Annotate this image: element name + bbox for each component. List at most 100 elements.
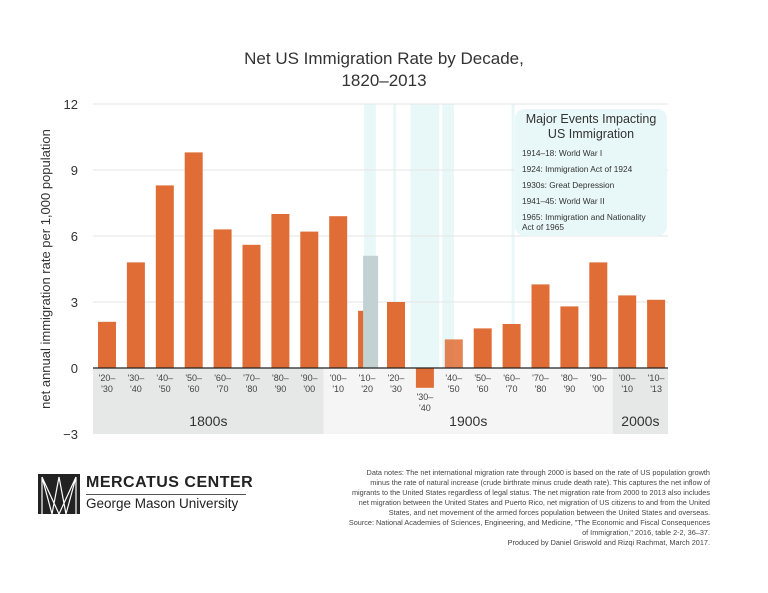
x-tick-label: '20–	[99, 373, 116, 383]
note-line: Data notes: The net international migrat…	[366, 468, 710, 477]
x-tick-label: '40–	[156, 373, 173, 383]
x-tick-label: '00	[303, 384, 315, 394]
x-tick-label: '90–	[301, 373, 318, 383]
x-tick-label: '10	[621, 384, 633, 394]
y-tick-label: 12	[64, 97, 78, 112]
x-tick-label: '10–	[359, 373, 376, 383]
x-tick-label: '20–	[388, 373, 405, 383]
y-tick-label: 0	[71, 361, 78, 376]
y-tick-label: 6	[71, 229, 78, 244]
x-tick-label: '70–	[532, 373, 549, 383]
bar	[155, 185, 174, 368]
x-tick-label: '70	[506, 384, 518, 394]
y-tick-label: −3	[63, 427, 78, 442]
bar	[473, 328, 492, 368]
bar	[444, 339, 463, 368]
bar	[98, 321, 116, 368]
x-tick-label: '30	[101, 384, 113, 394]
bar	[531, 284, 550, 368]
x-tick-label: '80–	[272, 373, 289, 383]
chart-title: Net US Immigration Rate by Decade, 1820–…	[0, 48, 768, 92]
century-label: 1900s	[449, 413, 487, 429]
bar	[126, 262, 145, 368]
logo-divider	[86, 494, 246, 495]
note-line: of Immigration," 2016, table 2-2, 36–37.	[582, 528, 710, 537]
bar	[213, 229, 232, 368]
note-line: net migration between the United States …	[358, 498, 710, 507]
bar	[300, 231, 319, 368]
x-tick-label: '50	[159, 384, 171, 394]
logo-mark-icon	[38, 474, 80, 514]
century-region	[323, 368, 613, 434]
legend-item: 1965: Immigration and Nationality Act of…	[522, 212, 646, 232]
century-label: 1800s	[189, 413, 227, 429]
note-line: minus the rate of natural increase (crud…	[370, 478, 710, 487]
legend-title: Major Events Impacting US Immigration	[515, 112, 667, 142]
highlight-bar	[363, 255, 379, 368]
bar	[329, 216, 348, 368]
x-tick-label: '80	[246, 384, 258, 394]
x-tick-label: '60–	[503, 373, 520, 383]
x-tick-label: '00–	[619, 373, 636, 383]
x-tick-label: '50	[448, 384, 460, 394]
x-tick-label: '40–	[445, 373, 462, 383]
chart-title-line: Net US Immigration Rate by Decade,	[244, 49, 524, 68]
x-tick-label: '60–	[214, 373, 231, 383]
bar	[560, 306, 579, 368]
legend-title-line: Major Events Impacting	[525, 112, 657, 126]
bar	[415, 368, 434, 388]
x-tick-label: '50–	[474, 373, 491, 383]
note-line: migrants to the United States regardless…	[351, 488, 710, 497]
bar	[502, 324, 521, 368]
chart-title-line: 1820–2013	[341, 71, 427, 90]
data-notes: Data notes: The net international migrat…	[280, 468, 710, 548]
logo-name: MERCATUS CENTER	[86, 474, 254, 491]
logo-subtitle: George Mason University	[86, 496, 239, 511]
x-tick-label: '60	[477, 384, 489, 394]
bar	[242, 244, 261, 368]
x-tick-label: '30–	[417, 392, 434, 402]
x-tick-label: '20	[361, 384, 373, 394]
x-tick-label: '30–	[128, 373, 145, 383]
bar	[647, 299, 666, 368]
y-tick-label: 9	[71, 163, 78, 178]
x-tick-label: '00–	[330, 373, 347, 383]
century-region	[612, 368, 668, 434]
x-tick-label: '10	[332, 384, 344, 394]
note-line: States, and net movement of the armed fo…	[388, 508, 710, 517]
bar	[589, 262, 608, 368]
x-tick-label: '80–	[561, 373, 578, 383]
legend-item: 1930s: Great Depression	[522, 180, 615, 190]
events-legend: Major Events Impacting US Immigration 19…	[515, 109, 667, 236]
mercatus-logo: MERCATUS CENTER George Mason University	[38, 474, 258, 514]
legend-item: 1914–18: World War I	[522, 148, 603, 158]
x-tick-label: '60	[188, 384, 200, 394]
x-tick-label: '70	[217, 384, 229, 394]
century-region	[93, 368, 324, 434]
century-label: 2000s	[621, 413, 659, 429]
bar	[387, 302, 405, 368]
x-tick-label: '90	[564, 384, 576, 394]
x-tick-label: '90–	[590, 373, 607, 383]
note-line: Produced by Daniel Griswold and Rizqi Ra…	[507, 538, 710, 547]
y-tick-label: 3	[71, 295, 78, 310]
x-tick-label: '40	[419, 403, 431, 413]
legend-item: 1924: Immigration Act of 1924	[522, 164, 633, 174]
legend-title-line: US Immigration	[547, 127, 635, 141]
bar	[271, 214, 290, 368]
x-tick-label: '00	[592, 384, 604, 394]
x-tick-label: '70–	[243, 373, 260, 383]
legend-item: 1941–45: World War II	[522, 196, 605, 206]
x-tick-label: '90	[275, 384, 287, 394]
x-tick-label: '13	[650, 384, 662, 394]
x-tick-label: '10–	[648, 373, 665, 383]
note-line: Source: National Academies of Sciences, …	[348, 518, 710, 527]
bar	[618, 295, 637, 368]
x-tick-label: '80	[535, 384, 547, 394]
x-tick-label: '50–	[185, 373, 202, 383]
bar	[184, 152, 203, 368]
y-axis-label: net annual immigration rate per 1,000 po…	[38, 129, 53, 409]
x-tick-label: '40	[130, 384, 142, 394]
x-tick-label: '30	[390, 384, 402, 394]
